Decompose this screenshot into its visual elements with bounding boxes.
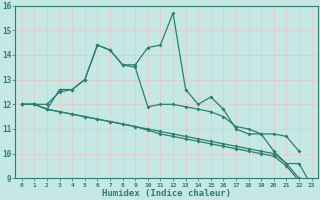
X-axis label: Humidex (Indice chaleur): Humidex (Indice chaleur) <box>102 189 231 198</box>
